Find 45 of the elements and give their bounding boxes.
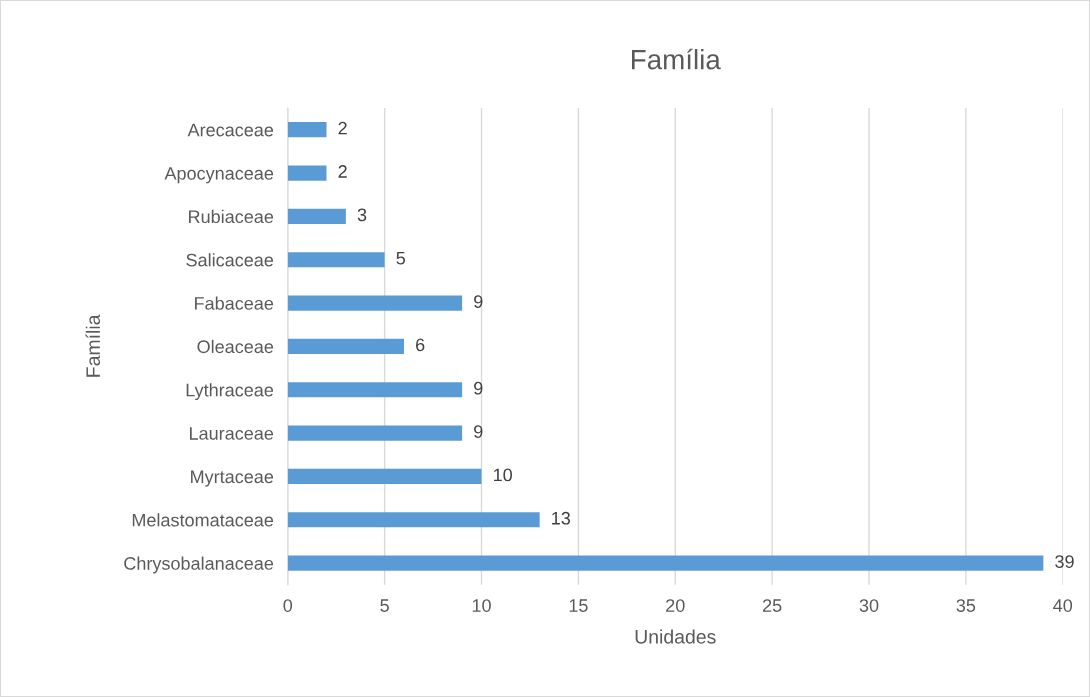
y-tick-label: Rubiaceae (189, 209, 274, 224)
y-tick-label: Lythraceae (186, 383, 274, 401)
data-label: 6 (416, 338, 425, 352)
x-tick-label: 0 (283, 599, 293, 612)
y-tick-label: Lauraceae (190, 427, 274, 440)
y-tick-label: Fabaceae (195, 296, 274, 310)
x-tick-label: 10 (472, 599, 491, 612)
bar (287, 555, 1044, 571)
x-tick-label: 20 (666, 599, 685, 612)
chart-title: Família (632, 48, 721, 70)
data-label: 9 (474, 295, 483, 308)
bar (287, 295, 463, 311)
data-label: 3 (357, 208, 367, 222)
x-axis-title: Unidades (635, 629, 716, 644)
y-tick-label: Myrtaceae (191, 470, 274, 487)
data-label: 2 (338, 165, 347, 178)
bar (287, 208, 346, 224)
x-tick-label: 15 (569, 599, 588, 612)
data-label: 39 (1055, 555, 1074, 568)
x-tick-label: 30 (859, 599, 879, 612)
y-axis-title: Família (85, 314, 101, 377)
bar (287, 338, 405, 354)
x-tick-label: 25 (763, 599, 782, 612)
data-label: 10 (494, 468, 512, 482)
data-label: 9 (474, 425, 483, 438)
bar (287, 252, 385, 268)
x-tick-label: 5 (380, 599, 389, 612)
y-tick-label: Melastomataceae (132, 513, 274, 527)
x-tick-label: 40 (1053, 599, 1073, 612)
bar (287, 512, 540, 528)
y-tick-label: Apocynaceae (164, 167, 274, 184)
x-tick-label: 35 (956, 599, 976, 612)
y-tick-label: Salicaceae (186, 253, 274, 267)
bar (287, 425, 463, 441)
data-label: 9 (474, 381, 483, 395)
y-tick-label: Oleaceae (197, 339, 274, 354)
bar (287, 468, 482, 485)
data-label: 2 (338, 121, 347, 135)
bar (287, 122, 327, 138)
y-tick-label: Chrysobalanaceae (124, 556, 274, 574)
bar (287, 382, 463, 398)
data-label: 5 (396, 251, 406, 265)
data-label: 13 (552, 511, 571, 525)
y-tick-label: Arecaceae (187, 123, 274, 137)
bar (287, 165, 327, 181)
